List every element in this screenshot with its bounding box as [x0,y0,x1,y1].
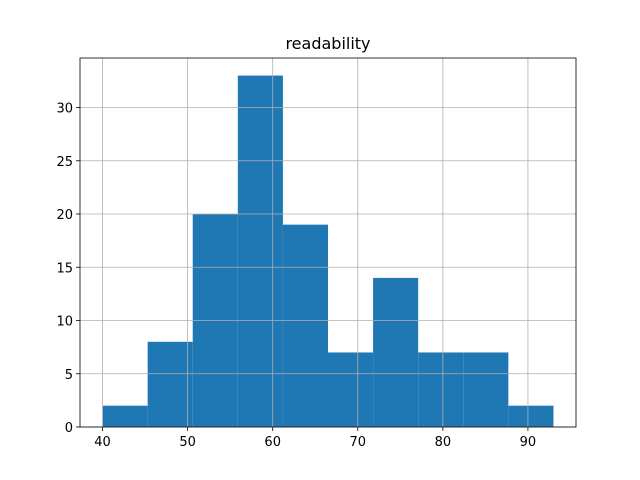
y-tick-label: 30 [56,102,73,117]
x-tick-label: 70 [350,435,367,450]
y-tick-label: 25 [56,155,73,170]
x-tick-label: 60 [264,435,281,450]
x-tick-label: 90 [520,435,537,450]
bar [102,405,148,427]
plot-frame [79,57,577,428]
x-tick-label: 50 [179,435,196,450]
y-tick-label: 10 [56,315,73,330]
y-tick-label: 20 [56,208,73,223]
bar [373,277,419,427]
chart-title: readability [285,34,370,53]
bar [463,352,509,427]
y-tick-label: 15 [56,261,73,276]
y-tick-label: 0 [65,421,73,436]
bar [147,341,193,427]
bar [282,224,328,427]
x-tick-label: 80 [435,435,452,450]
bar [237,75,283,428]
bar [508,405,554,427]
bar [418,352,464,427]
bar [328,352,374,427]
x-tick-label: 40 [94,435,111,450]
y-tick-label: 5 [65,368,73,383]
